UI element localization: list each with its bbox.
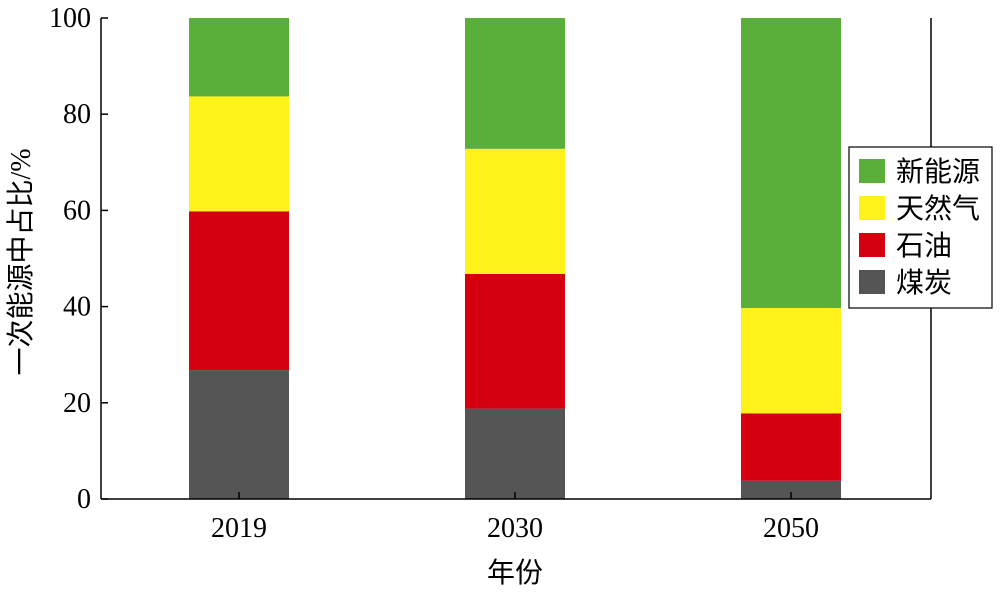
bar-segment-2030-0 [465, 408, 565, 499]
bar-segment-2030-3 [465, 18, 565, 149]
x-axis-title: 年份 [487, 557, 543, 589]
bar-segment-2030-1 [465, 273, 565, 409]
bar-segment-2019-2 [189, 96, 289, 212]
bar-segment-2019-3 [189, 18, 289, 97]
y-tick-label: 80 [63, 99, 91, 130]
bar-segment-2030-2 [465, 148, 565, 274]
legend-swatch-1 [859, 196, 885, 220]
bar-segment-2050-0 [741, 480, 841, 499]
legend-label-1: 天然气 [896, 193, 980, 225]
bar-segment-2050-1 [741, 413, 841, 481]
legend-swatch-0 [859, 159, 885, 183]
bar-segment-2050-2 [741, 308, 841, 414]
x-tick-label: 2030 [487, 513, 543, 544]
y-tick-label: 40 [63, 292, 91, 323]
bar-segment-2019-0 [189, 370, 289, 499]
bars-layer [189, 18, 841, 499]
bar-segment-2019-1 [189, 211, 289, 371]
y-axis-title: 一次能源中占比/% [5, 148, 37, 375]
y-tick-label: 20 [63, 388, 91, 419]
legend-label-3: 煤炭 [896, 267, 952, 299]
y-tick-label: 0 [77, 484, 91, 515]
legend-label-2: 石油 [896, 230, 952, 262]
legend-swatch-3 [859, 270, 885, 294]
ticks-layer: 0 20 40 60 80 100 2019 2030 2050 [49, 3, 819, 544]
x-tick-label: 2019 [211, 513, 267, 544]
y-tick-label: 60 [63, 195, 91, 226]
legend-label-0: 新能源 [896, 156, 980, 188]
bar-segment-2050-3 [741, 18, 841, 309]
legend-swatch-2 [859, 233, 885, 257]
y-tick-label: 100 [49, 3, 91, 34]
x-tick-label: 2050 [763, 513, 819, 544]
